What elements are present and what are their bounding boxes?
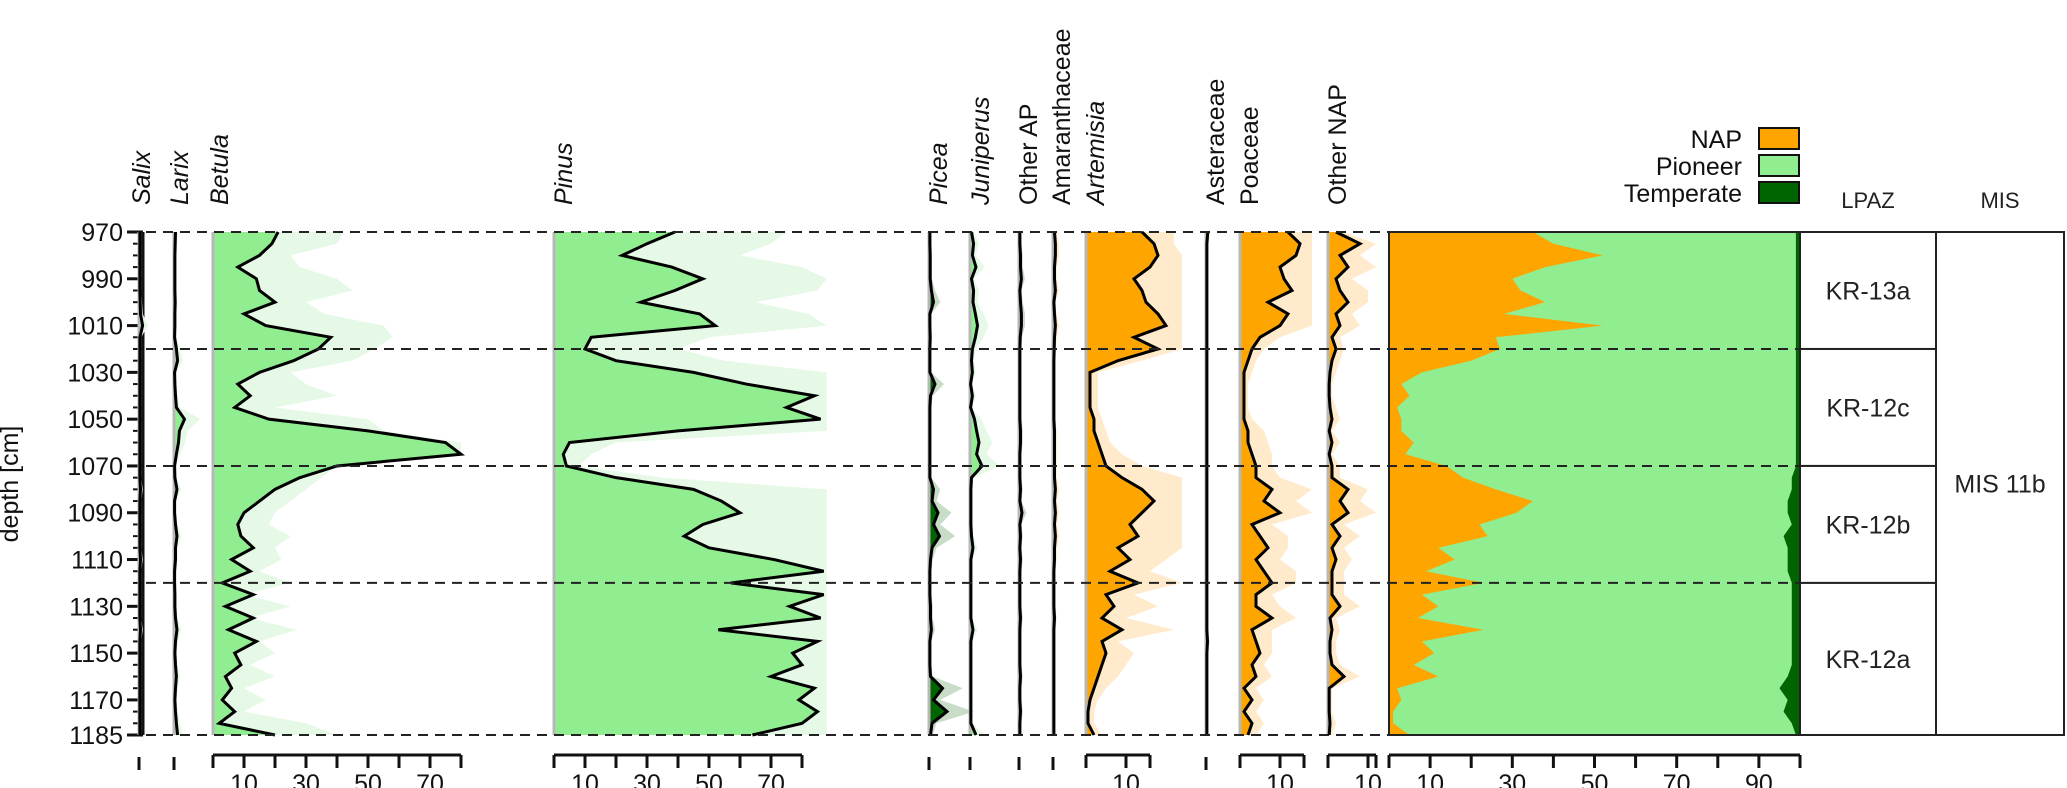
summary-nap-area — [1389, 232, 1603, 735]
abundance-curve — [215, 231, 465, 737]
x-tick-label: 10 — [230, 770, 258, 788]
legend-label: Temperate — [1624, 180, 1742, 208]
taxon-column-asteraceae: Asteraceae — [1202, 79, 1230, 770]
depth-tick-label: 1070 — [67, 453, 123, 481]
x-tick-label: 30 — [633, 770, 661, 788]
taxon-column-other-nap: Other NAP 10 — [1324, 84, 1382, 788]
taxon-label: Amaranthaceae — [1048, 28, 1076, 205]
exaggeration-area — [174, 232, 201, 735]
depth-tick-label: 1170 — [69, 687, 123, 715]
x-tick-label: 50 — [695, 770, 723, 788]
lpaz-zone-label: KR-12a — [1826, 646, 1911, 674]
abundance-curve — [1327, 230, 1364, 736]
depth-tick-label: 1010 — [67, 313, 123, 341]
lpaz-zone-box — [1799, 231, 1937, 350]
taxon-column-picea: Picea — [925, 142, 974, 770]
zone-boundary-lines — [146, 231, 1800, 736]
x-tick-label: 50 — [354, 770, 382, 788]
abundance-curve — [1242, 230, 1302, 736]
depth-tick-label: 1130 — [69, 593, 123, 621]
taxon-column-salix: Salix — [128, 149, 156, 770]
taxon-column-poaceae: Poaceae 10 — [1236, 106, 1312, 788]
taxon-label: Larix — [166, 149, 194, 205]
mis-zone-box — [1935, 231, 2065, 736]
summary-x-tick-label: 10 — [1416, 770, 1444, 788]
exaggeration-area — [929, 232, 974, 735]
abundance-curve — [1018, 232, 1024, 735]
exaggeration-area — [1328, 232, 1376, 735]
taxon-label: Juniperus — [967, 97, 995, 206]
abundance-area — [1086, 232, 1166, 735]
lpaz-header: LPAZ — [1841, 188, 1894, 213]
taxon-label: Salix — [128, 149, 156, 205]
abundance-area — [213, 232, 461, 735]
taxon-column-juniperus: Juniperus — [967, 97, 1000, 770]
taxon-label: Pinus — [550, 142, 578, 205]
summary-x-tick-label: 70 — [1663, 770, 1691, 788]
lpaz-zone-box — [1799, 581, 1937, 736]
taxon-label: Asteraceae — [1202, 79, 1230, 205]
taxon-label: Artemisia — [1082, 101, 1110, 207]
summary-panel: 10 30 50 70 90 — [1387, 231, 1802, 788]
taxon-column-amaranthaceae: Amaranthaceae — [1048, 28, 1076, 770]
taxon-label: Other AP — [1015, 104, 1043, 205]
abundance-area — [1240, 232, 1300, 735]
zone-columns: LPAZ MIS KR-13a KR-12c KR-12b KR-12a MIS 11b — [1799, 188, 2065, 736]
legend-swatch — [1758, 127, 1800, 150]
taxon-label: Betula — [206, 134, 234, 205]
x-tick-label: 10 — [1354, 770, 1382, 788]
legend-swatch — [1758, 154, 1800, 177]
taxon-column-artemisia: Artemisia 10 — [1082, 101, 1182, 788]
mis-zone-label: MIS 11b — [1954, 471, 2045, 499]
lpaz-zone-label: KR-12c — [1826, 394, 1909, 422]
summary-pioneer-area — [1389, 232, 1796, 735]
depth-tick-label: 1050 — [67, 406, 123, 434]
abundance-curve — [928, 232, 950, 736]
abundance-curve — [138, 232, 145, 735]
depth-tick-label: 1030 — [67, 359, 123, 387]
summary-x-tick-label: 30 — [1498, 770, 1526, 788]
summary-x-tick-label: 50 — [1581, 770, 1609, 788]
taxon-label: Poaceae — [1236, 106, 1264, 205]
abundance-curve — [561, 230, 825, 737]
x-tick-label: 70 — [416, 770, 444, 788]
abundance-curve — [1205, 231, 1210, 735]
taxon-label: Picea — [925, 142, 953, 205]
taxa-columns: Salix Larix Betula 10 30 50 70 Pinus 10 30 50 70 Pic… — [128, 28, 1382, 788]
summary-x-tick-label: 90 — [1745, 770, 1773, 788]
y-axis-label: depth [cm] — [0, 426, 24, 543]
depth-tick-label: 1150 — [69, 640, 123, 668]
x-tick-label: 10 — [571, 770, 599, 788]
x-tick-label: 10 — [1112, 770, 1140, 788]
depth-tick-label: 1110 — [71, 547, 123, 575]
x-tick-label: 70 — [757, 770, 785, 788]
depth-tick-label: 990 — [81, 266, 123, 294]
abundance-curve — [969, 231, 984, 736]
abundance-area — [929, 232, 947, 735]
lpaz-zone-box — [1799, 464, 1937, 584]
abundance-curve — [1086, 230, 1169, 736]
legend-label: Pioneer — [1656, 153, 1742, 181]
taxon-column-larix: Larix — [166, 149, 201, 770]
lpaz-zone-label: KR-12b — [1826, 511, 1911, 539]
taxon-column-other-ap: Other AP — [1015, 104, 1043, 770]
x-tick-label: 30 — [292, 770, 320, 788]
taxon-column-pinus: Pinus 10 30 50 70 — [550, 142, 827, 788]
mis-header: MIS — [1980, 188, 2019, 213]
abundance-area — [554, 232, 824, 735]
legend-label: NAP — [1691, 126, 1742, 154]
taxon-column-betula: Betula 10 30 50 70 — [206, 134, 465, 788]
taxon-label: Other NAP — [1324, 84, 1352, 205]
legend-swatch — [1758, 181, 1800, 204]
depth-tick-label: 1090 — [67, 500, 123, 528]
abundance-curve — [173, 231, 187, 736]
abundance-curve — [1052, 231, 1057, 735]
lpaz-zone-label: KR-13a — [1826, 277, 1911, 305]
x-tick-label: 10 — [1266, 770, 1294, 788]
depth-axis: 970 990 1010 1030 1050 1070 1090 1110 1130 1150 11… — [67, 219, 145, 750]
depth-tick-label: 970 — [81, 219, 123, 247]
depth-tick-label: 1185 — [69, 722, 123, 750]
